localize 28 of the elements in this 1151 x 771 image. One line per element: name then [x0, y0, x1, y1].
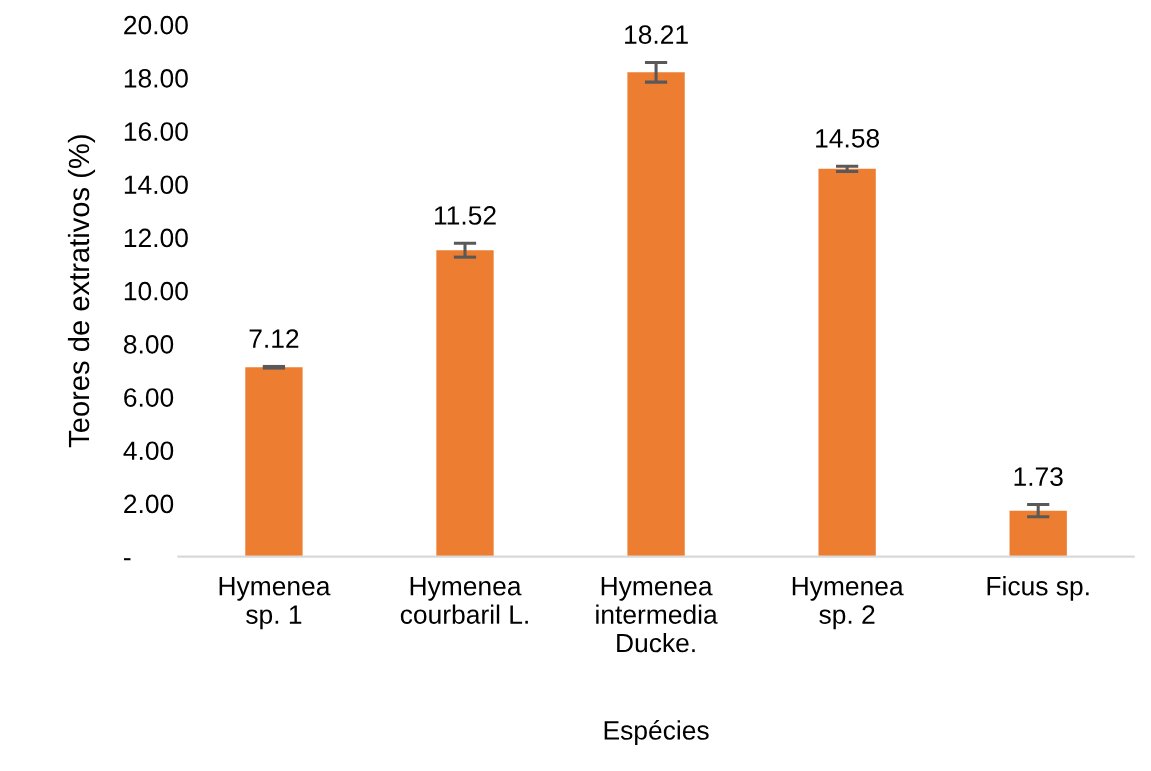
data-label: 7.12	[249, 329, 299, 348]
y-tick-label: 4.00	[123, 441, 174, 461]
y-tick-label: 14.00	[124, 175, 188, 195]
data-label: 18.21	[625, 25, 688, 44]
x-axis-title: Espécies	[604, 720, 709, 745]
y-tick-label: 10.00	[124, 281, 188, 301]
x-tick-label: Hymenea intermedia Ducke.	[596, 577, 718, 653]
data-label: 14.58	[816, 128, 880, 148]
y-tick-label: 16.00	[124, 122, 188, 141]
x-tick-label: Hymenea courbaril L.	[400, 577, 528, 624]
data-label: 11.52	[434, 206, 496, 225]
y-tick-label: 12.00	[124, 228, 188, 248]
bar	[436, 250, 494, 557]
bar	[627, 72, 685, 557]
y-tick-label: 20.00	[124, 15, 188, 35]
bar	[818, 168, 876, 557]
y-tick-label: 18.00	[124, 69, 188, 88]
x-tick-label: Hymenea sp. 1	[219, 577, 331, 630]
y-tick-label: 2.00	[124, 494, 174, 514]
x-tick-label: Hymenea sp. 2	[792, 577, 904, 630]
y-axis-title: Teores de extrativos (%)	[67, 135, 96, 448]
y-tick-label: 8.00	[124, 335, 174, 354]
y-tick-label: 6.00	[124, 388, 174, 407]
y-tick-label: -	[124, 558, 131, 561]
bar	[1009, 510, 1067, 557]
data-label: 1.73	[1014, 467, 1063, 487]
bar	[245, 367, 303, 557]
x-tick-label: Ficus sp.	[987, 576, 1089, 601]
